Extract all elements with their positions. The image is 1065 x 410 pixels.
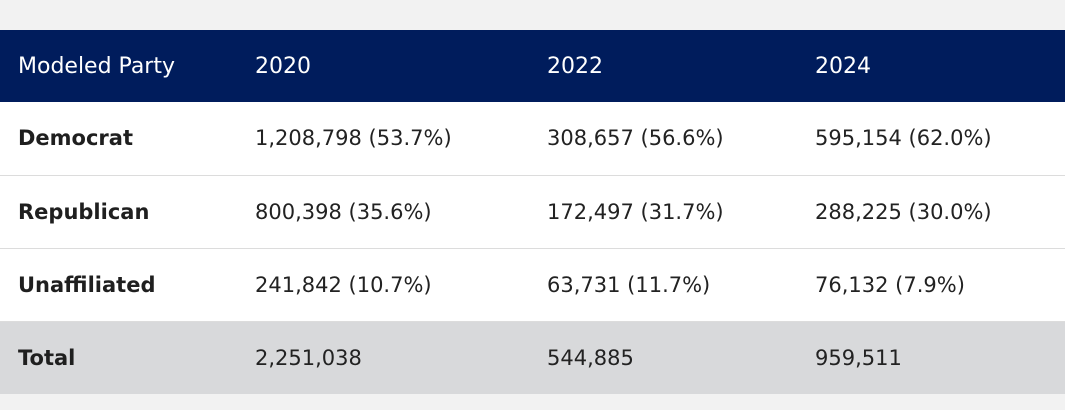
header-modeled-party: Modeled Party xyxy=(18,53,175,79)
table-row-unaffiliated: Unaffiliated 241,842 (10.7%) 63,731 (11.… xyxy=(0,248,1065,321)
party-label: Republican xyxy=(18,199,150,224)
cell-2024: 595,154 (62.0%) xyxy=(815,126,992,151)
header-row: Modeled Party 2020 2022 2024 xyxy=(0,30,1065,102)
party-table-container: Modeled Party 2020 2022 2024 Democrat 1,… xyxy=(0,30,1065,394)
table-body: Democrat 1,208,798 (53.7%) 308,657 (56.6… xyxy=(0,102,1065,394)
table-row-republican: Republican 800,398 (35.6%) 172,497 (31.7… xyxy=(0,175,1065,248)
cell-2020: 241,842 (10.7%) xyxy=(255,272,432,297)
total-label: Total xyxy=(18,345,76,370)
party-label: Unaffiliated xyxy=(18,272,156,297)
total-2020: 2,251,038 xyxy=(255,345,362,370)
header-2022: 2022 xyxy=(547,53,603,79)
table-row-total: Total 2,251,038 544,885 959,511 xyxy=(0,321,1065,394)
table-row-democrat: Democrat 1,208,798 (53.7%) 308,657 (56.6… xyxy=(0,102,1065,175)
cell-2024: 76,132 (7.9%) xyxy=(815,272,965,297)
table-header: Modeled Party 2020 2022 2024 xyxy=(0,30,1065,102)
header-2024: 2024 xyxy=(815,53,871,79)
header-2020: 2020 xyxy=(255,53,311,79)
cell-2020: 800,398 (35.6%) xyxy=(255,199,432,224)
cell-2024: 288,225 (30.0%) xyxy=(815,199,992,224)
modeled-party-table: Modeled Party 2020 2022 2024 Democrat 1,… xyxy=(0,30,1065,394)
cell-2022: 63,731 (11.7%) xyxy=(547,272,711,297)
cell-2022: 172,497 (31.7%) xyxy=(547,199,724,224)
cell-2020: 1,208,798 (53.7%) xyxy=(255,126,452,151)
total-2024: 959,511 xyxy=(815,345,902,370)
total-2022: 544,885 xyxy=(547,345,634,370)
party-label: Democrat xyxy=(18,126,133,151)
cell-2022: 308,657 (56.6%) xyxy=(547,126,724,151)
